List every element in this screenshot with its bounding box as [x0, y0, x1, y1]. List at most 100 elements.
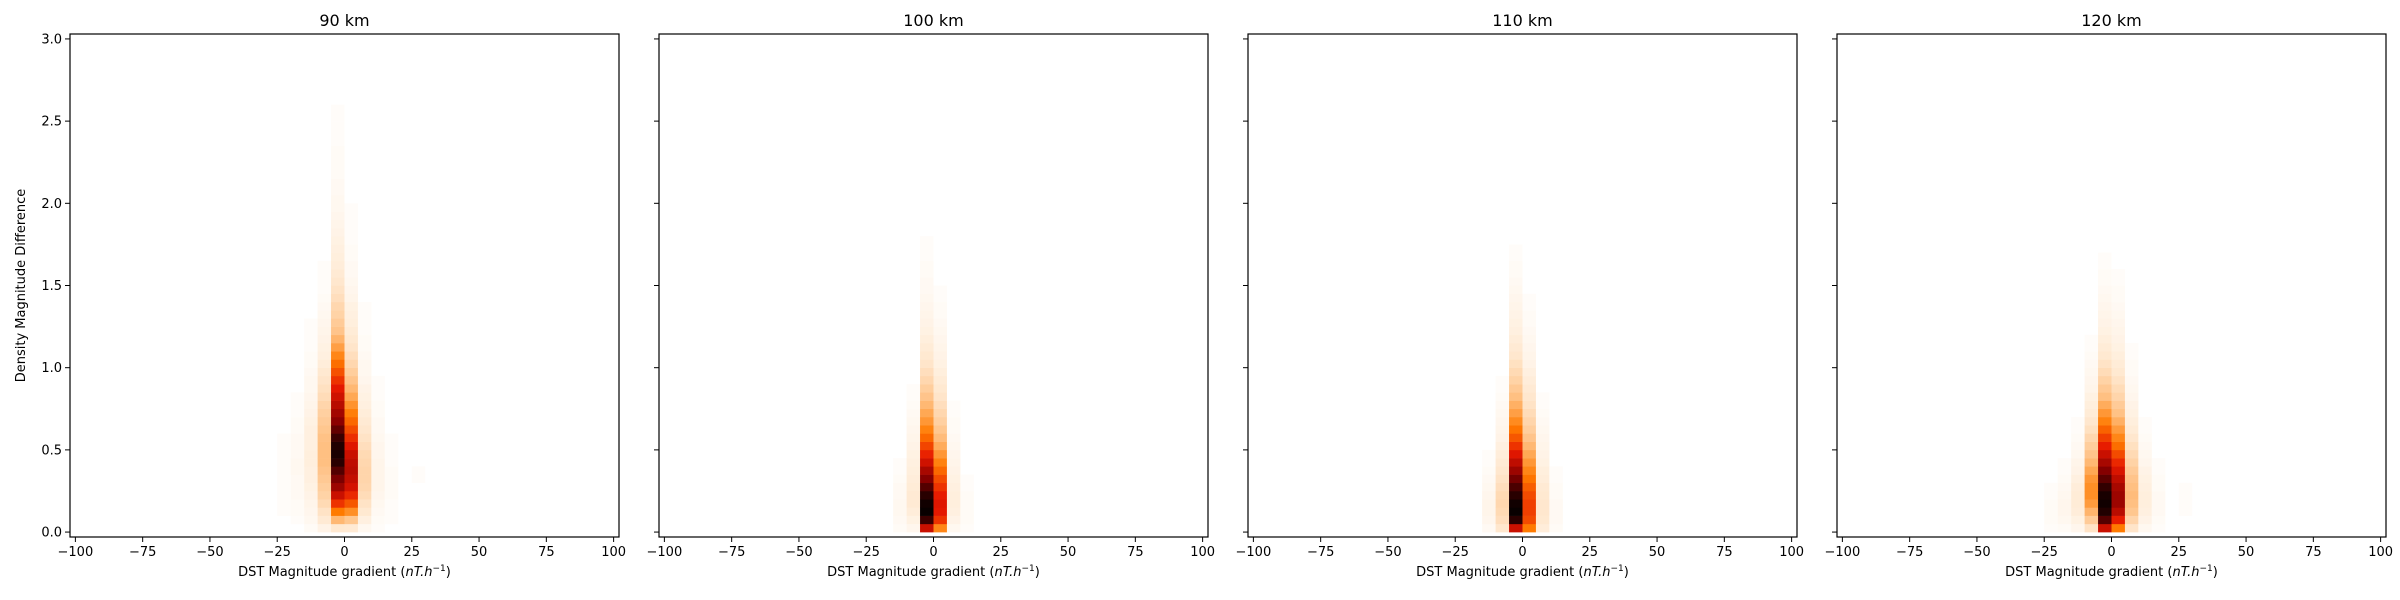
- heatmap-cell: [960, 515, 974, 525]
- heatmap-cell: [357, 458, 372, 467]
- y-tick-label: 0.0: [41, 526, 62, 541]
- heatmap-cell: [2138, 499, 2152, 508]
- heatmap-cell: [344, 236, 358, 245]
- heatmap-cell: [304, 474, 318, 484]
- heatmap-cell: [331, 277, 345, 286]
- x-tick-label: −25: [264, 545, 291, 560]
- heatmap-cell: [357, 507, 372, 516]
- heatmap-cell: [1509, 277, 1523, 286]
- heatmap-cell: [906, 458, 921, 467]
- heatmap-cell: [2151, 458, 2166, 467]
- heatmap-cell: [304, 375, 318, 385]
- heatmap-cell: [1522, 515, 1536, 525]
- heatmap-cell: [344, 343, 358, 352]
- heatmap-cell: [893, 466, 907, 475]
- heatmap-cell: [906, 474, 921, 484]
- heatmap-cell: [920, 507, 934, 516]
- heatmap-cell: [344, 466, 358, 475]
- heatmap-cell: [331, 441, 345, 451]
- heatmap-cell: [304, 334, 318, 344]
- heatmap-cell: [2044, 507, 2058, 516]
- x-tick-label: −50: [785, 545, 812, 560]
- heatmap-cell: [933, 417, 947, 426]
- heatmap-cell: [2098, 523, 2112, 533]
- heatmap-cell: [1482, 466, 1496, 475]
- x-tick-label: −75: [1896, 545, 1923, 560]
- heatmap-cell: [304, 425, 318, 434]
- heatmap-cell: [317, 474, 332, 484]
- y-tick-label: 3.0: [41, 32, 62, 47]
- heatmap-cell: [906, 515, 921, 525]
- heatmap-cell: [1522, 334, 1536, 344]
- heatmap-cell: [933, 474, 947, 484]
- heatmap-cell: [2138, 474, 2152, 484]
- heatmap-cell: [906, 400, 921, 410]
- y-axis-label: Density Magnitude Difference: [14, 189, 29, 383]
- heatmap-cell: [2138, 466, 2152, 475]
- heatmap-cell: [1495, 441, 1510, 451]
- heatmap-cell: [1535, 515, 1550, 525]
- heatmap-cell: [304, 482, 318, 492]
- heatmap-cell: [1549, 490, 1563, 500]
- heatmap-cell: [2178, 507, 2193, 516]
- y-tick-label: 2.0: [41, 197, 62, 212]
- heatmap-cell: [933, 458, 947, 467]
- heatmap-cells: [1482, 244, 1563, 533]
- heatmap-cell: [357, 400, 372, 410]
- heatmap-cell: [371, 425, 385, 434]
- heatmap-cell: [1522, 490, 1536, 500]
- heatmap-cell: [1509, 351, 1523, 360]
- heatmap-cell: [1509, 343, 1523, 352]
- heatmap-cell: [331, 244, 345, 253]
- x-tick-label: 100: [1190, 545, 1215, 560]
- x-axis-label: DST Magnitude gradient (nT.h−1): [1416, 564, 1629, 580]
- heatmap-cell: [317, 417, 332, 426]
- heatmap-cell: [2124, 400, 2139, 410]
- heatmap-cell: [2111, 277, 2125, 286]
- heatmap-cell: [304, 433, 318, 442]
- x-tick-label: 50: [1649, 545, 1666, 560]
- heatmap-cell: [2084, 384, 2099, 393]
- heatmap-cell: [317, 433, 332, 442]
- heatmap-cell: [2178, 482, 2193, 492]
- heatmap-cell: [304, 417, 318, 426]
- heatmap-cell: [2098, 474, 2112, 484]
- heatmap-cell: [2111, 334, 2125, 344]
- x-tick-label: 75: [1716, 545, 1733, 560]
- heatmap-cell: [1522, 474, 1536, 484]
- heatmap-cell: [1509, 458, 1523, 467]
- heatmap-cell: [1495, 474, 1510, 484]
- heatmap-cell: [1535, 523, 1550, 533]
- heatmap-cell: [920, 417, 934, 426]
- heatmap-cell: [2044, 515, 2058, 525]
- heatmap-cell: [331, 154, 345, 163]
- heatmap-cell: [2057, 458, 2072, 467]
- heatmap-cell: [344, 326, 358, 336]
- heatmap-cell: [906, 392, 921, 401]
- heatmap-cell: [920, 318, 934, 327]
- panel-title: 110 km: [1492, 11, 1552, 30]
- heatmap-cell: [933, 499, 947, 508]
- heatmap-cell: [2111, 310, 2125, 319]
- heatmap-cell: [920, 523, 934, 533]
- heatmap-cell: [1509, 293, 1523, 303]
- heatmap-cell: [371, 392, 385, 401]
- heatmap-cell: [331, 449, 345, 459]
- heatmap-cell: [1535, 458, 1550, 467]
- heatmap-cell: [1522, 523, 1536, 533]
- heatmap-cell: [1495, 490, 1510, 500]
- heatmap-cell: [331, 203, 345, 212]
- x-tick-label: 100: [2368, 545, 2393, 560]
- x-tick-label: 25: [2171, 545, 2188, 560]
- heatmap-cell: [1482, 474, 1496, 484]
- heatmap-cell: [933, 285, 947, 295]
- heatmap-cell: [371, 417, 385, 426]
- heatmap-cell: [906, 449, 921, 459]
- heatmap-cell: [1549, 499, 1563, 508]
- heatmap-cell: [1509, 375, 1523, 385]
- heatmap-cell: [317, 400, 332, 410]
- x-tick-label: −50: [1963, 545, 1990, 560]
- heatmap-cell: [2111, 269, 2125, 278]
- heatmap-cell: [331, 351, 345, 360]
- heatmap-cell: [2111, 285, 2125, 295]
